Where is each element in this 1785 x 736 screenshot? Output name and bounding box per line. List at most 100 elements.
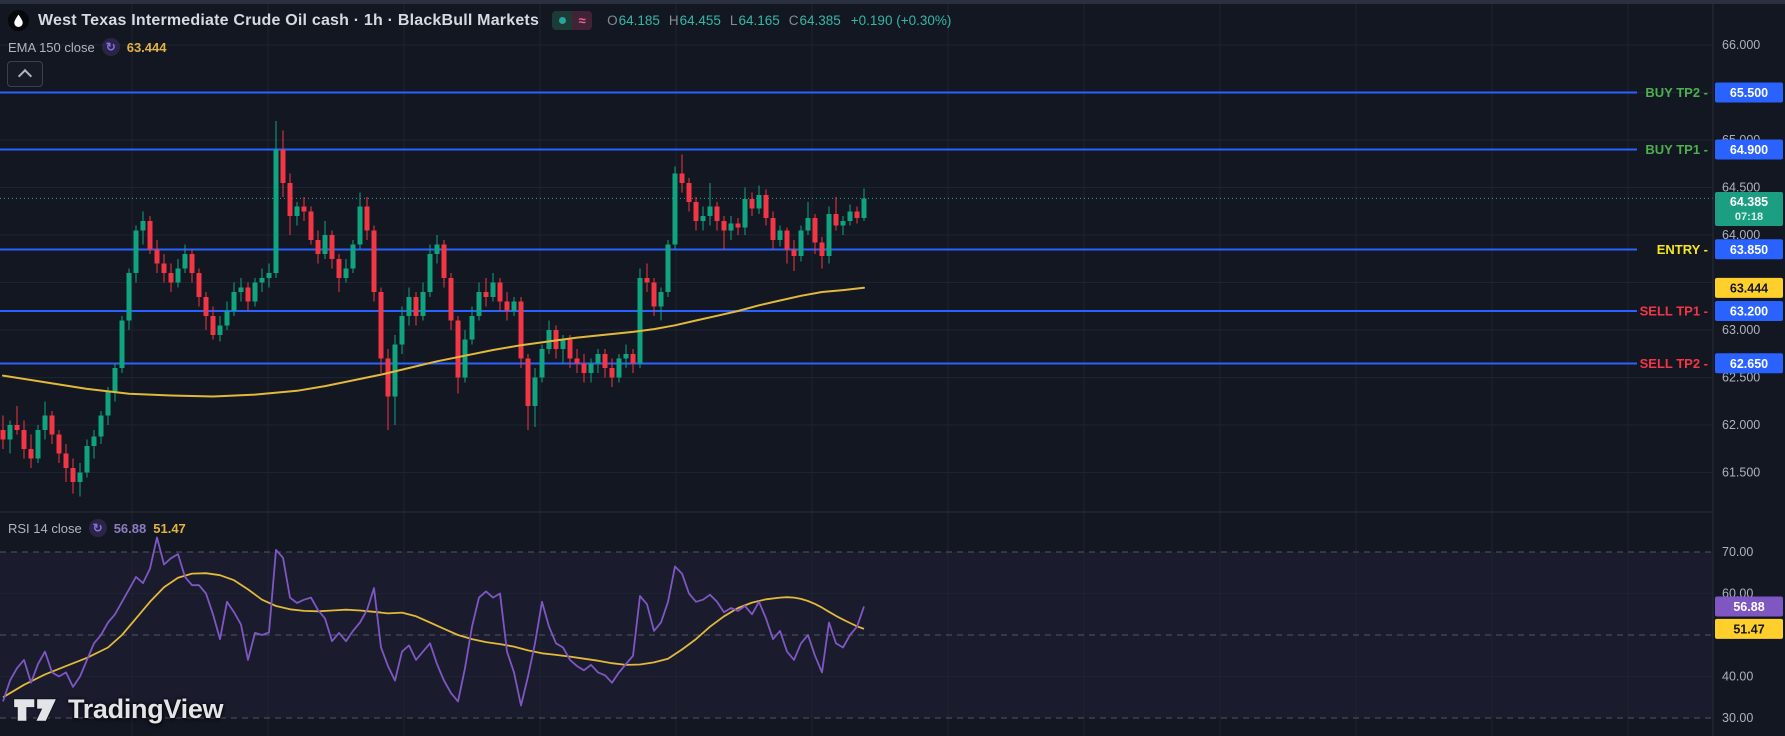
candle-body [854, 211, 860, 218]
price-tick-label: 62.000 [1722, 418, 1760, 432]
candle-body [602, 353, 608, 368]
candles [0, 121, 867, 497]
ema-line[interactable] [2, 286, 865, 398]
chevron-up-icon [17, 68, 33, 83]
price-tick-label: 63.000 [1722, 323, 1760, 337]
rsi-value-tag[interactable] [1715, 596, 1783, 617]
market-open-dot-icon [558, 17, 566, 24]
candle-body [490, 282, 496, 297]
candle-body [112, 368, 118, 392]
rsi-ma-line[interactable] [2, 572, 865, 699]
candle-body [651, 282, 657, 307]
rsi-line[interactable] [2, 536, 865, 707]
candle-body [679, 173, 685, 183]
ema-indicator-label[interactable]: EMA 150 close [8, 39, 95, 55]
candle-body [623, 353, 629, 359]
candle-body [224, 311, 230, 326]
candle-body [686, 182, 692, 202]
candle-body [581, 363, 587, 373]
candle-body [721, 220, 727, 231]
approx-icon[interactable]: ≈ [572, 11, 593, 30]
high-value: 64.455 [679, 13, 721, 28]
candle-body [707, 206, 713, 216]
rsi-ma-value-tag[interactable] [1715, 618, 1783, 639]
candle-body [140, 220, 146, 231]
price-tag-sell-tp1[interactable] [1715, 301, 1783, 321]
candle-body [0, 429, 6, 440]
ema-legend: EMA 150 close ↻ 63.444 [8, 38, 166, 56]
candle-body [56, 434, 62, 454]
price-tick-label: 61.500 [1722, 466, 1760, 480]
market-open-segment[interactable] [552, 11, 573, 30]
price-tag-buy-tp1-text: 64.900 [1730, 143, 1768, 157]
level-label-buy-tp1: BUY TP1 - [1645, 142, 1708, 157]
candle-body [126, 273, 132, 321]
candle-body [21, 429, 27, 449]
candle-body [791, 249, 797, 256]
candle-body [805, 217, 811, 231]
level-label-sell-tp1: SELL TP1 - [1640, 304, 1708, 319]
candle-body [119, 320, 125, 368]
candle-body [245, 287, 251, 302]
symbol-status-toggle[interactable]: ≈ [552, 11, 593, 30]
candle-body [819, 242, 825, 256]
symbol-title[interactable]: West Texas Intermediate Crude Oil cash ·… [38, 11, 540, 29]
refresh-icon[interactable]: ↻ [88, 519, 107, 537]
symbol-legend: West Texas Intermediate Crude Oil cash ·… [8, 10, 951, 31]
candle-body [371, 230, 377, 292]
candle-body [861, 198, 867, 218]
candle-body [630, 353, 636, 364]
price-tag-entry[interactable] [1715, 239, 1783, 260]
candle-body [252, 282, 258, 302]
price-tick-label: 64.500 [1722, 181, 1760, 195]
candle-body [84, 445, 90, 473]
refresh-icon[interactable]: ↻ [101, 38, 120, 56]
collapse-legend-button[interactable] [7, 61, 43, 87]
candle-body [546, 330, 552, 349]
candle-body [70, 467, 76, 482]
candle-body [266, 273, 272, 278]
oil-drop-icon [8, 10, 29, 31]
candle-body [770, 217, 776, 240]
price-tag-entry-text: 63.850 [1730, 243, 1768, 257]
candle-body [637, 277, 643, 364]
candle-body [329, 235, 335, 259]
candle-body [336, 258, 342, 278]
rsi-value-tag-text: 56.88 [1733, 600, 1764, 614]
candle-body [399, 315, 405, 345]
axis-tick-labels: 66.00065.00064.50064.00063.00062.50062.0… [1722, 38, 1760, 725]
ema-value-tag[interactable] [1715, 277, 1783, 298]
candle-body [273, 149, 279, 273]
candle-body [350, 244, 356, 269]
candle-body [420, 292, 426, 316]
candle-body [644, 277, 650, 283]
candle-body [259, 277, 265, 283]
close-label: C [788, 13, 799, 28]
candle-body [574, 358, 580, 364]
candle-body [385, 358, 391, 397]
price-tag-buy-tp1[interactable] [1715, 139, 1783, 160]
candle-body [483, 292, 489, 297]
candle-body [7, 425, 13, 440]
last-price-tag[interactable] [1715, 192, 1783, 226]
candle-body [77, 472, 83, 482]
rsi-indicator-label[interactable]: RSI 14 close [8, 520, 82, 536]
candle-body [784, 230, 790, 250]
price-tag-buy-tp2[interactable] [1715, 82, 1783, 103]
candle-body [168, 273, 174, 283]
candle-body [217, 325, 223, 335]
low-value: 64.165 [738, 13, 780, 28]
low-label: L [729, 13, 738, 28]
candle-body [161, 263, 167, 273]
candle-body [567, 339, 573, 359]
candle-body [756, 195, 762, 209]
candle-body [763, 195, 769, 218]
candle-body [315, 239, 321, 254]
candle-body [357, 206, 363, 245]
candle-body [595, 353, 601, 364]
open-value: 64.185 [618, 13, 660, 28]
price-tag-sell-tp2[interactable] [1715, 353, 1783, 374]
